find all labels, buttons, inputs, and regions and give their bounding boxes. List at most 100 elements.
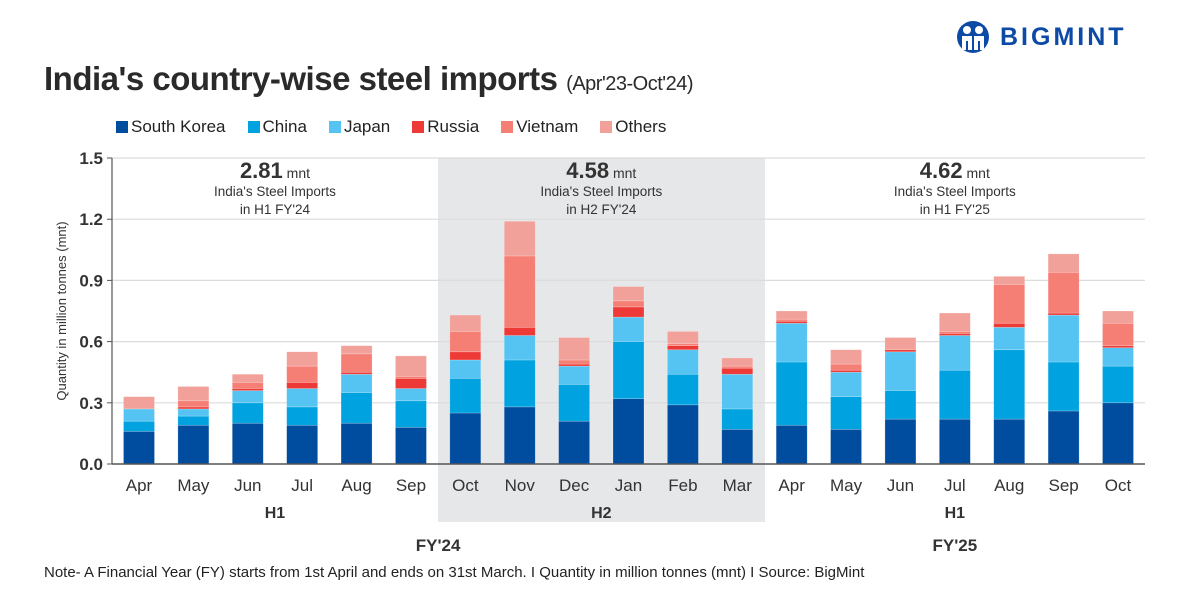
half-total: 2.81 mnt [240,158,310,183]
bar-segment-south-korea [286,424,318,465]
half-caption-line1: India's Steel Imports [214,184,336,199]
chart-subtitle: (Apr'23-Oct'24) [566,73,694,95]
bar-segment-south-korea [667,404,699,465]
half-label: H2 [591,505,612,522]
y-tick-label: 0.3 [79,394,103,413]
bar-segment-japan [503,335,536,361]
bar-segment-vietnam [775,318,808,322]
x-tick-label: Apr [778,476,805,495]
half-caption-line1: India's Steel Imports [894,184,1016,199]
half-label: H1 [945,505,966,522]
bar-segment-south-korea [1102,402,1134,465]
legend-item: Vietnam [501,117,578,137]
x-tick-label: Sep [396,476,426,495]
half-caption-line2: in H1 FY'25 [920,202,990,217]
bar-segment-china [558,384,590,422]
bar-segment-south-korea [939,418,971,465]
x-tick-label: Aug [341,476,371,495]
bar-segment-japan [612,316,645,342]
x-tick-label: Nov [505,476,536,495]
bigmint-people-logo-icon [957,21,989,53]
x-tick-label: Oct [452,476,479,495]
bar-segment-russia [721,367,754,375]
bar-segment-vietnam [286,365,318,383]
legend-item: Russia [412,117,479,137]
bar-segment-vietnam [1102,322,1134,346]
legend: South Korea China Japan Russia Vietnam Others [116,117,666,137]
x-tick-label: Jul [944,476,966,495]
fiscal-year-label: FY'24 [416,536,461,555]
bar-segment-south-korea [395,426,427,465]
bar-segment-south-korea [558,420,590,465]
bar-segment-others [1047,253,1080,273]
x-tick-label: Sep [1048,476,1078,495]
half-total: 4.62 mnt [920,158,990,183]
bar-segment-russia [177,406,210,410]
bar-segment-others [612,286,645,302]
bar-segment-vietnam [939,331,971,334]
x-tick-label: Apr [126,476,153,495]
bar-segment-russia [884,349,917,353]
legend-swatch [600,121,613,133]
fiscal-year-label: FY'25 [932,536,977,555]
y-tick-label: 1.2 [79,210,103,229]
bar-segment-vietnam [721,365,754,369]
legend-swatch [116,121,128,133]
legend-item: China [247,117,307,137]
bar-segment-south-korea [775,424,808,465]
y-tick-label: 0.0 [79,455,103,474]
bar-segment-vietnam [993,284,1026,324]
half-label: H1 [265,505,286,522]
y-tick-label: 1.5 [79,149,103,168]
bar-segment-china [830,396,862,430]
bar-segment-japan [123,408,155,422]
bar-segment-japan [939,335,971,371]
bar-segment-china [612,341,645,400]
bar-segment-others [558,337,590,361]
bar-segment-others [340,345,373,355]
x-tick-label: Feb [668,476,697,495]
logo-text: BIGMINT [1000,22,1127,51]
bar-segment-china [1047,361,1080,412]
legend-item: Japan [328,117,391,137]
bar-segment-south-korea [123,431,155,465]
bar-segment-china [1102,365,1134,404]
bar-segment-others [993,276,1026,285]
legend-swatch [328,121,341,133]
bar-segment-vietnam [503,255,536,328]
bar-segment-china [775,361,808,426]
legend-label: China [262,117,307,136]
bar-segment-vietnam [340,353,373,373]
bar-segment-south-korea [993,418,1026,465]
bar-segment-china [395,400,427,428]
x-tick-label: Jan [615,476,642,495]
half-caption-line1: India's Steel Imports [540,184,662,199]
legend-swatch [501,121,514,133]
bar-segment-japan [231,390,264,404]
bar-segment-russia [775,320,808,324]
bar-segment-japan [449,359,482,379]
bar-segment-south-korea [721,429,754,465]
bar-segment-japan [993,327,1026,351]
y-axis-label: Quantity in million tonnes (mnt) [54,221,69,400]
bar-segment-russia [830,369,862,373]
bar-segment-vietnam [830,363,862,371]
bar-segment-china [286,406,318,426]
bar-segment-japan [830,371,862,397]
bar-segment-others [939,312,971,332]
bar-segment-south-korea [884,418,917,465]
bar-segment-others [721,357,754,367]
bar-segment-russia [667,345,699,351]
bar-segment-south-korea [503,406,536,465]
x-tick-label: May [830,476,863,495]
bar-segment-russia [1047,312,1080,316]
bar-segment-japan [884,351,917,391]
legend-label: Japan [343,117,391,136]
title-text: India's country-wise steel imports [44,60,558,97]
bar-segment-china [503,359,536,408]
bar-segment-japan [340,373,373,393]
bar-segment-russia [231,388,264,391]
bar-segment-others [667,331,699,344]
bar-segment-russia [449,351,482,361]
